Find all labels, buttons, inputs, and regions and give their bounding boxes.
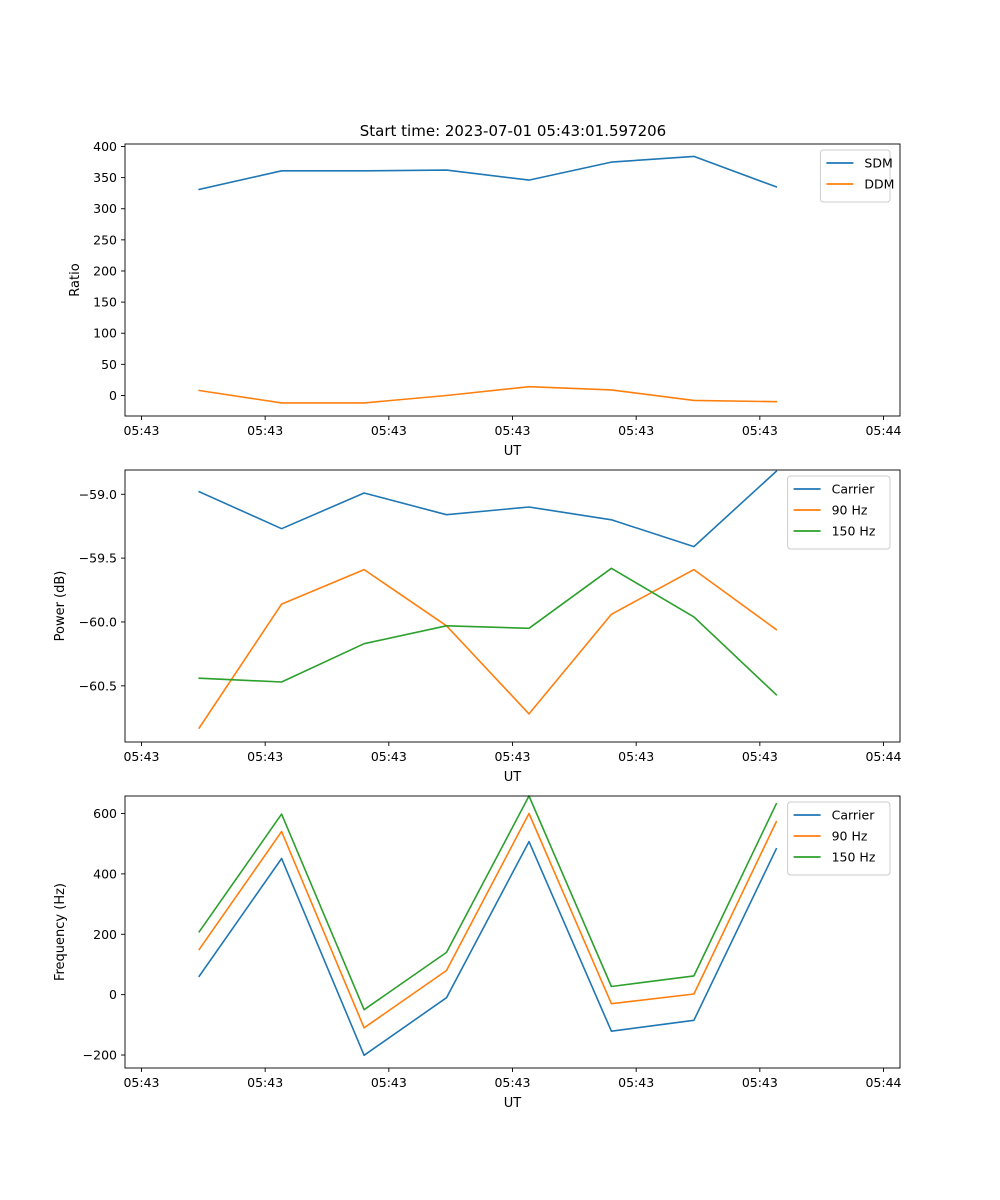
y-tick-label: 200: [93, 263, 117, 278]
y-axis-label: Frequency (Hz): [53, 883, 68, 981]
subplot-3: 05:43 05:43 05:43 05:43 05:43 05:43 05:44 −200 0…: [53, 795, 902, 1111]
x-tick-label: 05:43: [494, 1075, 530, 1090]
x-tick-label: 05:43: [742, 423, 778, 438]
series-line-carrier: [198, 840, 778, 1057]
x-tick-label: 05:43: [618, 749, 654, 764]
series-line-90-hz: [198, 812, 778, 1029]
x-tick-label: 05:43: [618, 423, 654, 438]
x-tick-label: 05:43: [247, 749, 283, 764]
series-line-ddm: [198, 385, 778, 404]
x-tick-label: 05:44: [865, 1075, 901, 1090]
y-tick-label: −200: [83, 1048, 117, 1063]
x-tick-label: 05:43: [494, 749, 530, 764]
x-tick-label: 05:43: [123, 423, 159, 438]
series-line-150-hz: [198, 795, 778, 1011]
legend: Carrier 90 Hz 150 Hz: [787, 475, 891, 550]
legend-label: 90 Hz: [832, 829, 868, 844]
y-tick-label: −59.5: [79, 551, 117, 566]
y-tick-label: 400: [93, 866, 117, 881]
figure-title: Start time: 2023-07-01 05:43:01.597206: [360, 122, 666, 140]
legend-label: 150 Hz: [832, 524, 876, 539]
y-tick-label: 150: [93, 295, 117, 310]
x-tick-label: 05:43: [123, 1075, 159, 1090]
legend-label: DDM: [864, 177, 894, 192]
series-line-sdm: [198, 155, 778, 191]
x-axis-label: UT: [504, 770, 522, 785]
y-tick-label: 250: [93, 232, 117, 247]
x-tick-label: 05:43: [123, 749, 159, 764]
y-axis-label: Ratio: [68, 263, 83, 296]
y-tick-label: 200: [93, 927, 117, 942]
x-tick-label: 05:43: [247, 1075, 283, 1090]
legend: SDM DDM: [819, 149, 894, 203]
y-tick-label: 50: [101, 357, 117, 372]
y-tick-label: −60.5: [79, 678, 117, 693]
y-tick-label: 400: [93, 139, 117, 154]
x-tick-label: 05:44: [865, 423, 901, 438]
x-axis-label: UT: [504, 444, 522, 459]
x-tick-label: 05:43: [742, 749, 778, 764]
x-tick-label: 05:43: [494, 423, 530, 438]
subplot-1: 05:43 05:43 05:43 05:43 05:43 05:43 05:44 0 50 10…: [68, 139, 902, 459]
y-axis-label: Power (dB): [53, 571, 68, 642]
legend-label: 150 Hz: [832, 850, 876, 865]
y-tick-label: −60.0: [79, 614, 117, 629]
legend-label: Carrier: [832, 808, 876, 823]
subplot-2: 05:43 05:43 05:43 05:43 05:43 05:43 05:44 −59.0…: [53, 469, 902, 785]
x-tick-label: 05:43: [371, 1075, 407, 1090]
x-tick-label: 05:43: [247, 423, 283, 438]
y-tick-label: 600: [93, 806, 117, 821]
y-tick-label: −59.0: [79, 487, 117, 502]
y-tick-label: 0: [109, 987, 117, 1002]
series-line-90-hz: [198, 568, 778, 730]
x-tick-label: 05:43: [618, 1075, 654, 1090]
x-tick-label: 05:43: [742, 1075, 778, 1090]
series-line-carrier: [198, 470, 778, 548]
series-line-150-hz: [198, 567, 778, 696]
legend-label: 90 Hz: [832, 503, 868, 518]
legend: Carrier 90 Hz 150 Hz: [787, 801, 891, 876]
y-tick-label: 300: [93, 201, 117, 216]
x-tick-label: 05:43: [371, 749, 407, 764]
x-tick-label: 05:43: [371, 423, 407, 438]
x-tick-label: 05:44: [865, 749, 901, 764]
legend-label: SDM: [864, 156, 892, 171]
x-axis-label: UT: [504, 1096, 522, 1111]
y-tick-label: 350: [93, 170, 117, 185]
legend-label: Carrier: [832, 482, 876, 497]
y-tick-label: 100: [93, 326, 117, 341]
subplots: 05:43 05:43 05:43 05:43 05:43 05:43 05:44 0 50 10…: [53, 139, 902, 1111]
y-tick-label: 0: [109, 388, 117, 403]
